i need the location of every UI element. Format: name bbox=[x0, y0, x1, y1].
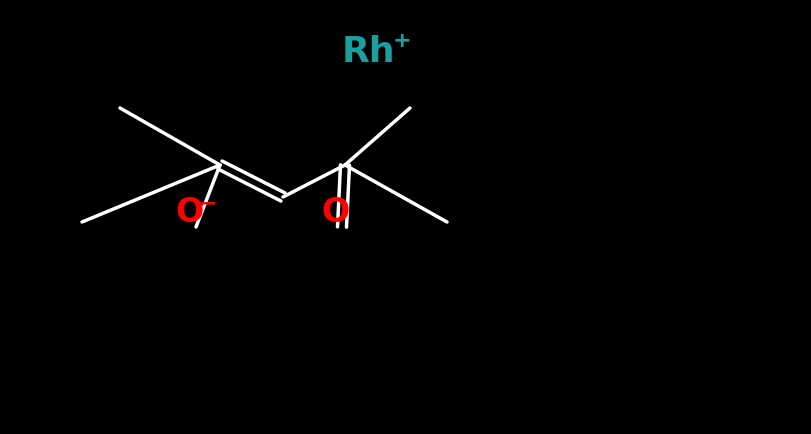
Text: −: − bbox=[199, 193, 217, 213]
Text: Rh: Rh bbox=[341, 35, 394, 69]
Text: O: O bbox=[176, 197, 204, 230]
Text: +: + bbox=[393, 31, 411, 51]
Text: O: O bbox=[321, 197, 350, 230]
